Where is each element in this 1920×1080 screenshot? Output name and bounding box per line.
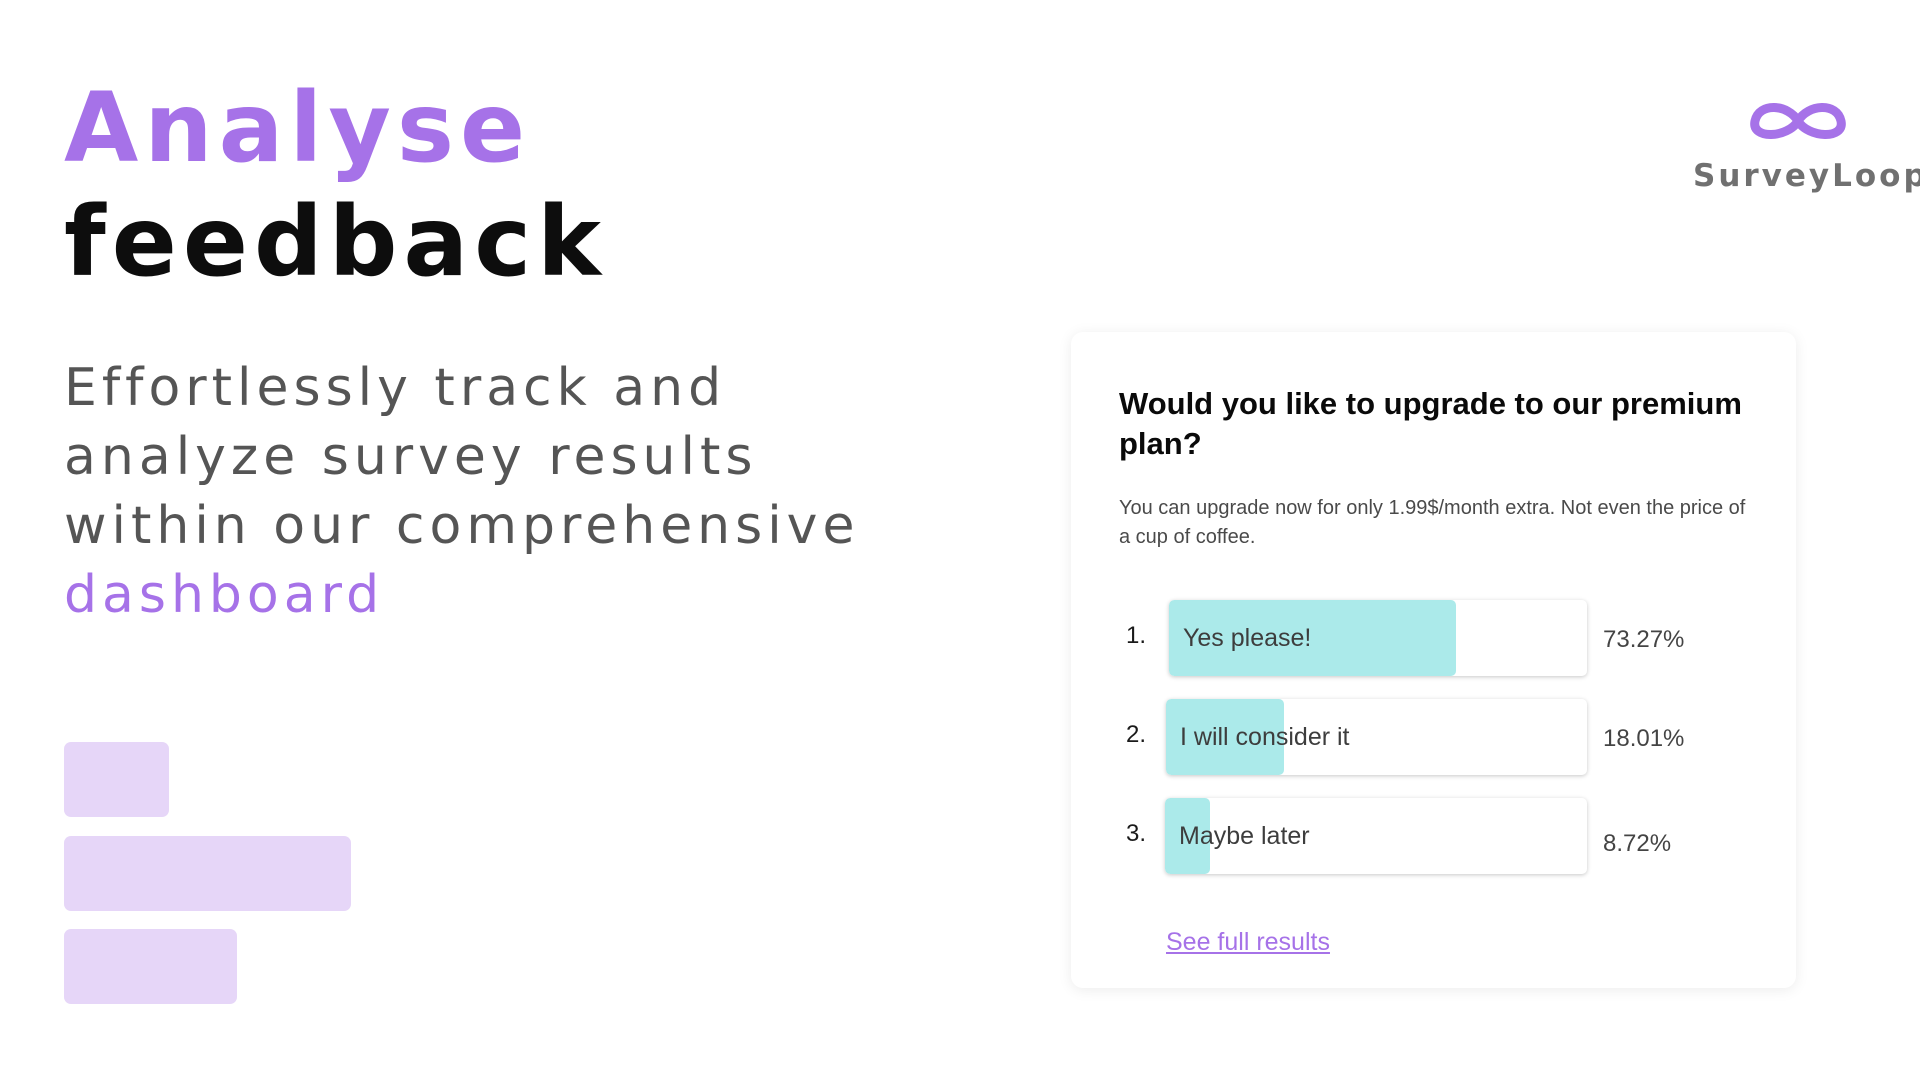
brand-logo: SurveyLoop (1693, 90, 1920, 194)
option-number: 3. (1125, 820, 1146, 847)
option-percentage: 73.27% (1603, 626, 1685, 653)
see-full-results-link[interactable]: See full results (1166, 928, 1330, 956)
option-label: Maybe later (1179, 822, 1310, 850)
option-bar[interactable]: I will consider it (1166, 699, 1587, 775)
option-percentage: 18.01% (1603, 725, 1685, 752)
hero-subtitle-accent: dashboard (64, 565, 385, 625)
option-bar-fill (1166, 699, 1284, 775)
option-number: 1. (1125, 622, 1146, 649)
option-label: Yes please! (1183, 624, 1312, 652)
poll-question: Would you like to upgrade to our premium… (1119, 386, 1742, 461)
poll-option-3: 3. Maybe later 8.72% (1071, 798, 1796, 874)
hero-title: Analyse feedback (64, 72, 607, 300)
option-label: I will consider it (1180, 723, 1350, 751)
hero-subtitle-text: Effortlessly track and analyze survey re… (64, 358, 860, 556)
hero-title-accent: Analyse (64, 72, 532, 184)
option-bar-fill (1165, 798, 1210, 874)
poll-card: Would you like to upgrade to our premium… (1071, 332, 1796, 988)
infinity-loop-icon (1750, 103, 1846, 139)
hero-title-main: feedback (64, 186, 607, 298)
hero-subtitle: Effortlessly track and analyze survey re… (64, 354, 924, 630)
option-number: 2. (1125, 721, 1146, 748)
poll-description: You can upgrade now for only 1.99$/month… (1119, 497, 1746, 548)
option-percentage: 8.72% (1603, 830, 1672, 857)
option-bar-fill (1169, 600, 1457, 676)
option-bar[interactable]: Yes please! (1169, 600, 1587, 676)
decorative-block (64, 742, 169, 817)
decorative-block (64, 836, 351, 911)
poll-option-1: 1. Yes please! 73.27% (1071, 600, 1796, 676)
option-bar[interactable]: Maybe later (1165, 798, 1587, 874)
decorative-block (64, 929, 237, 1004)
poll-option-2: 2. I will consider it 18.01% (1071, 699, 1796, 775)
brand-name: SurveyLoop (1693, 158, 1920, 194)
